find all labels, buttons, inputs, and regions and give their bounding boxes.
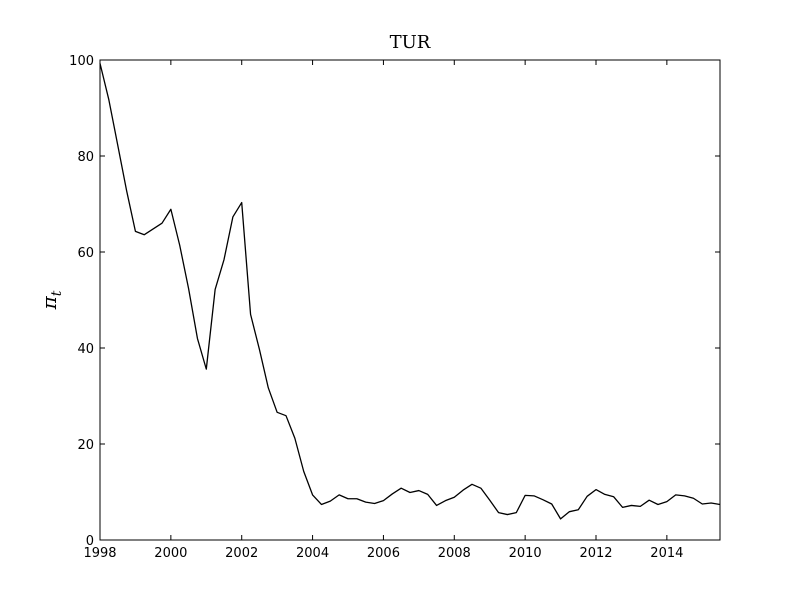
- y-tick-label: 60: [77, 246, 94, 261]
- data-point: [239, 200, 244, 205]
- data-point: [691, 496, 696, 501]
- x-tick-label: 2010: [509, 546, 542, 561]
- data-point: [700, 502, 705, 507]
- data-point: [567, 509, 572, 514]
- data-point: [496, 510, 501, 515]
- data-point: [230, 214, 235, 219]
- data-point: [319, 502, 324, 507]
- data-point: [177, 243, 182, 248]
- chart-title: TUR: [390, 32, 431, 53]
- data-point: [629, 503, 634, 508]
- data-point: [461, 488, 466, 493]
- series-line: [99, 63, 721, 520]
- data-point: [204, 367, 209, 372]
- data-point: [682, 493, 687, 498]
- data-point: [434, 503, 439, 508]
- axes: 1998 2000 2002 2004 2006 2008 2010 2012 2014 0 20 4…: [69, 54, 721, 561]
- data-point: [647, 498, 652, 503]
- data-point: [470, 482, 475, 487]
- x-tick-label: 2000: [154, 546, 187, 561]
- data-point: [585, 494, 590, 499]
- data-point: [186, 286, 191, 291]
- y-axis-label-sub: t: [49, 290, 65, 296]
- data-point: [673, 492, 678, 497]
- x-tick-label: 2002: [225, 546, 258, 561]
- y-tick-label: 0: [86, 534, 94, 549]
- data-point: [222, 257, 227, 262]
- data-point: [168, 207, 173, 212]
- data-point: [381, 498, 386, 503]
- data-point: [257, 347, 262, 352]
- data-point: [408, 490, 413, 495]
- data-point: [160, 221, 165, 226]
- data-point: [301, 469, 306, 474]
- data-point: [549, 502, 554, 507]
- data-point: [106, 97, 111, 102]
- data-point: [656, 502, 661, 507]
- data-point: [487, 498, 492, 503]
- data-point: [594, 487, 599, 492]
- data-point: [213, 287, 218, 292]
- data-point: [425, 492, 430, 497]
- y-axis-label: πt: [37, 290, 65, 310]
- data-point: [248, 312, 253, 317]
- data-point: [558, 516, 563, 521]
- data-point: [620, 505, 625, 510]
- data-point: [124, 188, 129, 193]
- data-point: [452, 495, 457, 500]
- y-axis-label-main: π: [37, 295, 61, 310]
- data-point: [540, 497, 545, 502]
- data-point: [133, 229, 138, 234]
- data-point: [151, 226, 156, 231]
- data-point: [709, 501, 714, 506]
- data-point: [478, 486, 483, 491]
- data-point: [284, 413, 289, 418]
- plot-data: [99, 63, 721, 521]
- data-point: [664, 499, 669, 504]
- x-tick-label: 2004: [296, 546, 329, 561]
- data-point: [115, 142, 120, 147]
- data-point: [354, 496, 359, 501]
- x-tick-label: 2014: [650, 546, 683, 561]
- y-tick-label: 100: [69, 54, 94, 69]
- y-tick-label: 80: [77, 150, 94, 165]
- data-point: [390, 491, 395, 496]
- data-point: [611, 494, 616, 499]
- data-point: [602, 492, 607, 497]
- data-point: [142, 232, 147, 237]
- data-point: [292, 436, 297, 441]
- data-point: [363, 500, 368, 505]
- data-point: [372, 501, 377, 506]
- x-tick-label: 2006: [367, 546, 400, 561]
- data-point: [523, 493, 528, 498]
- data-point: [638, 504, 643, 509]
- data-point: [514, 510, 519, 515]
- data-point: [275, 410, 280, 415]
- data-point: [310, 492, 315, 497]
- data-point: [399, 486, 404, 491]
- y-tick-label: 40: [77, 342, 94, 357]
- data-point: [505, 512, 510, 517]
- data-point: [346, 496, 351, 501]
- x-tick-label: 2008: [438, 546, 471, 561]
- data-point: [328, 499, 333, 504]
- y-tick-label: 20: [77, 438, 94, 453]
- data-point: [195, 336, 200, 341]
- data-point: [576, 507, 581, 512]
- data-point: [266, 385, 271, 390]
- data-point: [532, 493, 537, 498]
- x-tick-label: 2012: [579, 546, 612, 561]
- data-point: [337, 492, 342, 497]
- x-tick-label: 1998: [83, 546, 116, 561]
- data-point: [416, 488, 421, 493]
- plot-frame: [99, 59, 721, 541]
- data-point: [443, 498, 448, 503]
